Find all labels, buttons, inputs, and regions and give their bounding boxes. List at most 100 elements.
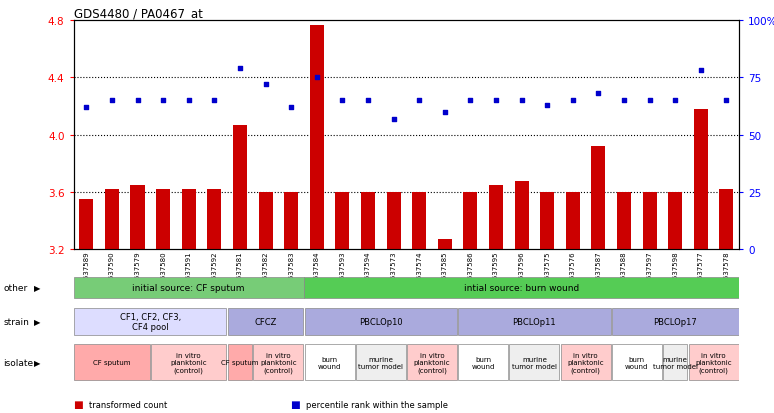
- Point: [669, 97, 681, 104]
- Bar: [611, 308, 738, 335]
- Point: [208, 97, 221, 104]
- Point: [618, 97, 630, 104]
- Text: CF sputum: CF sputum: [221, 359, 259, 366]
- Bar: [79, 200, 94, 250]
- Point: [541, 102, 553, 109]
- Bar: [591, 147, 605, 250]
- Bar: [253, 344, 303, 380]
- Bar: [284, 192, 298, 250]
- Point: [439, 109, 451, 116]
- Text: CF1, CF2, CF3,
CF4 pool: CF1, CF2, CF3, CF4 pool: [120, 312, 181, 331]
- Point: [310, 75, 323, 81]
- Bar: [304, 278, 739, 299]
- Point: [515, 97, 528, 104]
- Bar: [228, 344, 252, 380]
- Text: in vitro
planktonic
(control): in vitro planktonic (control): [567, 352, 604, 373]
- Bar: [566, 192, 580, 250]
- Point: [80, 104, 93, 111]
- Point: [106, 97, 118, 104]
- Bar: [105, 190, 119, 250]
- Bar: [412, 192, 426, 250]
- Bar: [407, 344, 457, 380]
- Point: [490, 97, 502, 104]
- Bar: [668, 192, 682, 250]
- Bar: [694, 109, 707, 250]
- Text: initial source: CF sputum: initial source: CF sputum: [132, 284, 245, 292]
- Bar: [131, 185, 145, 250]
- Bar: [386, 192, 401, 250]
- Bar: [642, 192, 656, 250]
- Bar: [207, 190, 221, 250]
- Bar: [356, 344, 406, 380]
- Bar: [233, 125, 247, 250]
- Bar: [689, 344, 738, 380]
- Text: transformed count: transformed count: [89, 400, 167, 409]
- Text: intial source: burn wound: intial source: burn wound: [464, 284, 579, 292]
- Bar: [464, 192, 478, 250]
- Point: [361, 97, 374, 104]
- Text: in vitro
planktonic
(control): in vitro planktonic (control): [695, 352, 732, 373]
- Bar: [611, 344, 662, 380]
- Text: CF sputum: CF sputum: [93, 359, 131, 366]
- Point: [643, 97, 656, 104]
- Bar: [458, 308, 611, 335]
- Bar: [305, 308, 457, 335]
- Text: percentile rank within the sample: percentile rank within the sample: [306, 400, 447, 409]
- Text: burn
wound: burn wound: [318, 356, 341, 369]
- Point: [413, 97, 426, 104]
- Bar: [228, 308, 303, 335]
- Text: strain: strain: [3, 317, 29, 326]
- Text: PBCLOp17: PBCLOp17: [653, 317, 697, 326]
- Point: [694, 68, 707, 74]
- Text: in vitro
planktonic
(control): in vitro planktonic (control): [260, 352, 296, 373]
- Text: murine
tumor model: murine tumor model: [652, 356, 697, 369]
- Text: ■: ■: [74, 399, 84, 409]
- Point: [464, 97, 477, 104]
- Bar: [151, 344, 227, 380]
- Bar: [305, 344, 354, 380]
- Bar: [617, 192, 631, 250]
- Bar: [74, 308, 227, 335]
- Text: GDS4480 / PA0467_at: GDS4480 / PA0467_at: [74, 7, 203, 19]
- Text: ▶: ▶: [34, 358, 40, 367]
- Point: [387, 116, 399, 123]
- Bar: [489, 185, 503, 250]
- Point: [285, 104, 297, 111]
- Bar: [74, 344, 149, 380]
- Bar: [335, 192, 349, 250]
- Bar: [560, 344, 611, 380]
- Text: in vitro
planktonic
(control): in vitro planktonic (control): [413, 352, 450, 373]
- Bar: [438, 240, 452, 250]
- Bar: [509, 344, 560, 380]
- Text: ▶: ▶: [34, 317, 40, 326]
- Bar: [361, 192, 375, 250]
- Point: [132, 97, 144, 104]
- Text: ■: ■: [290, 399, 300, 409]
- Point: [183, 97, 195, 104]
- Bar: [182, 190, 196, 250]
- Text: ▶: ▶: [34, 284, 40, 292]
- Bar: [156, 190, 170, 250]
- Text: CFCZ: CFCZ: [255, 317, 277, 326]
- Text: isolate: isolate: [3, 358, 33, 367]
- Text: PBCLOp11: PBCLOp11: [512, 317, 557, 326]
- Text: murine
tumor model: murine tumor model: [358, 356, 403, 369]
- Bar: [515, 181, 529, 250]
- Point: [157, 97, 170, 104]
- Text: burn
wound: burn wound: [625, 356, 649, 369]
- Text: in vitro
planktonic
(control): in vitro planktonic (control): [170, 352, 207, 373]
- Bar: [310, 26, 324, 250]
- Bar: [719, 190, 734, 250]
- Bar: [540, 192, 554, 250]
- Point: [720, 97, 732, 104]
- Bar: [458, 344, 508, 380]
- Point: [259, 81, 272, 88]
- Text: PBCLOp10: PBCLOp10: [359, 317, 402, 326]
- Point: [567, 97, 579, 104]
- Bar: [74, 278, 304, 299]
- Point: [592, 91, 604, 97]
- Text: other: other: [3, 284, 27, 292]
- Point: [336, 97, 348, 104]
- Bar: [663, 344, 687, 380]
- Point: [234, 66, 246, 72]
